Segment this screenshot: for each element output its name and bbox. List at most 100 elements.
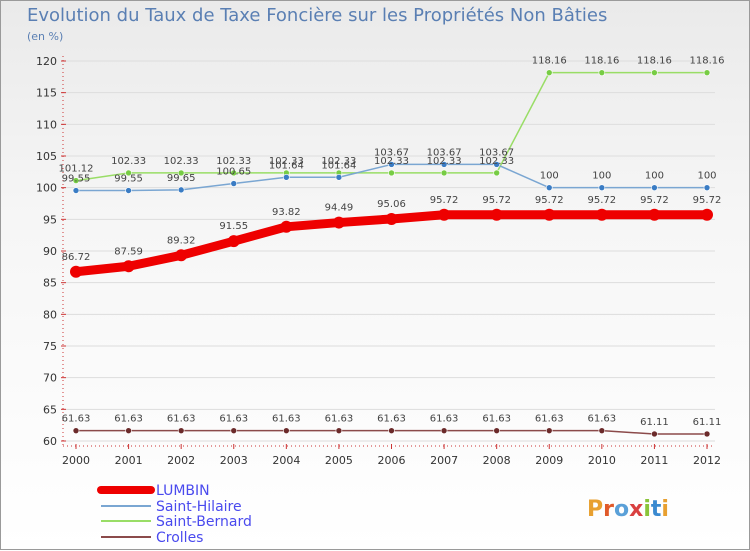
data-point <box>125 187 132 194</box>
y-tick-label: 70 <box>43 372 57 385</box>
logo-letter: i <box>643 497 651 522</box>
data-point <box>175 249 188 262</box>
data-label: 99.55 <box>114 174 143 185</box>
data-point <box>598 69 606 76</box>
data-label: 102.33 <box>374 156 409 167</box>
logo-letter: i <box>661 497 669 522</box>
data-label: 102.33 <box>269 156 304 167</box>
data-labels: 86.72 87.59 89.32 91.55 93.82 94.49 95.06 95.72… <box>59 56 725 428</box>
data-point <box>230 169 238 177</box>
data-point <box>440 427 448 434</box>
data-label: 100 <box>645 171 664 182</box>
y-tick-label: 120 <box>36 55 57 68</box>
y-tick-label: 115 <box>36 87 57 100</box>
legend-label: Saint-Bernard <box>156 514 252 530</box>
data-point <box>125 427 132 434</box>
data-point <box>545 184 553 191</box>
data-point <box>230 180 238 187</box>
chart-title: Evolution du Taux de Taxe Foncière sur l… <box>27 5 608 26</box>
data-point <box>545 69 553 76</box>
data-label: 95.72 <box>535 195 564 206</box>
data-label: 61.63 <box>325 414 354 425</box>
data-point <box>72 187 80 194</box>
y-tick-label: 85 <box>43 277 57 290</box>
data-label: 101.64 <box>269 160 304 171</box>
data-label: 103.67 <box>479 147 514 158</box>
data-point <box>388 161 395 168</box>
data-point <box>230 427 238 434</box>
data-point <box>125 169 132 177</box>
data-point <box>385 212 398 225</box>
data-label: 87.59 <box>114 246 143 257</box>
data-label: 95.72 <box>482 195 511 206</box>
data-point <box>703 184 711 191</box>
x-tick-label: 2000 <box>62 454 90 467</box>
data-point <box>335 427 343 434</box>
data-label: 102.33 <box>427 156 462 167</box>
data-point <box>280 220 293 233</box>
data-label: 95.72 <box>588 195 617 206</box>
x-tick-label: 2011 <box>640 454 668 467</box>
data-label: 118.16 <box>532 56 567 67</box>
y-tick-label: 75 <box>43 340 57 353</box>
y-tick-label: 65 <box>43 403 57 416</box>
data-point <box>177 427 185 434</box>
data-point <box>177 169 185 177</box>
data-point <box>490 208 503 221</box>
data-label: 99.65 <box>167 173 196 184</box>
y-tick-label: 60 <box>43 435 57 448</box>
data-label: 118.16 <box>637 56 672 67</box>
x-tick-label: 2009 <box>535 454 563 467</box>
data-label: 100.65 <box>216 167 251 178</box>
data-point <box>701 208 713 221</box>
x-tick-label: 2001 <box>115 454 143 467</box>
data-label: 102.33 <box>216 156 251 167</box>
x-tick-label: 2004 <box>272 454 300 467</box>
data-label: 103.67 <box>427 147 462 158</box>
y-tick-label: 95 <box>43 213 57 226</box>
data-point <box>703 430 711 438</box>
data-point <box>545 427 553 434</box>
data-point <box>177 186 185 194</box>
data-label: 61.63 <box>114 414 143 425</box>
data-point <box>283 427 290 434</box>
data-point <box>440 169 448 177</box>
x-tick-label: 2008 <box>483 454 511 467</box>
data-label: 102.33 <box>164 156 199 167</box>
data-label: 100 <box>697 171 716 182</box>
data-label: 95.72 <box>640 195 669 206</box>
data-point <box>388 427 395 434</box>
logo-letter: r <box>603 497 614 522</box>
data-label: 61.63 <box>377 414 406 425</box>
data-label: 118.16 <box>584 56 619 67</box>
x-tick-label: 2005 <box>325 454 353 467</box>
data-label: 102.33 <box>321 156 356 167</box>
data-point <box>493 169 500 177</box>
data-label: 100 <box>540 171 559 182</box>
data-point <box>440 161 448 168</box>
data-point <box>122 260 135 273</box>
data-point <box>598 427 606 434</box>
logo-letter: t <box>651 497 662 522</box>
data-label: 100 <box>592 171 611 182</box>
data-point <box>651 69 658 76</box>
data-point <box>651 430 658 438</box>
data-point <box>72 427 80 434</box>
x-tick-label: 2002 <box>167 454 195 467</box>
x-tick-label: 2007 <box>430 454 458 467</box>
data-label: 89.32 <box>167 235 196 246</box>
data-point <box>72 177 80 184</box>
data-label: 91.55 <box>219 221 248 232</box>
data-point <box>332 216 345 229</box>
data-point <box>335 173 343 181</box>
x-tick-label: 2010 <box>588 454 616 467</box>
data-point <box>703 69 711 76</box>
x-tick-label: 2003 <box>220 454 248 467</box>
data-label: 93.82 <box>272 207 301 218</box>
data-point <box>388 169 395 177</box>
data-label: 101.64 <box>321 160 356 171</box>
logo-letter: P <box>587 497 603 522</box>
data-label: 61.63 <box>430 414 459 425</box>
data-point <box>595 208 608 221</box>
